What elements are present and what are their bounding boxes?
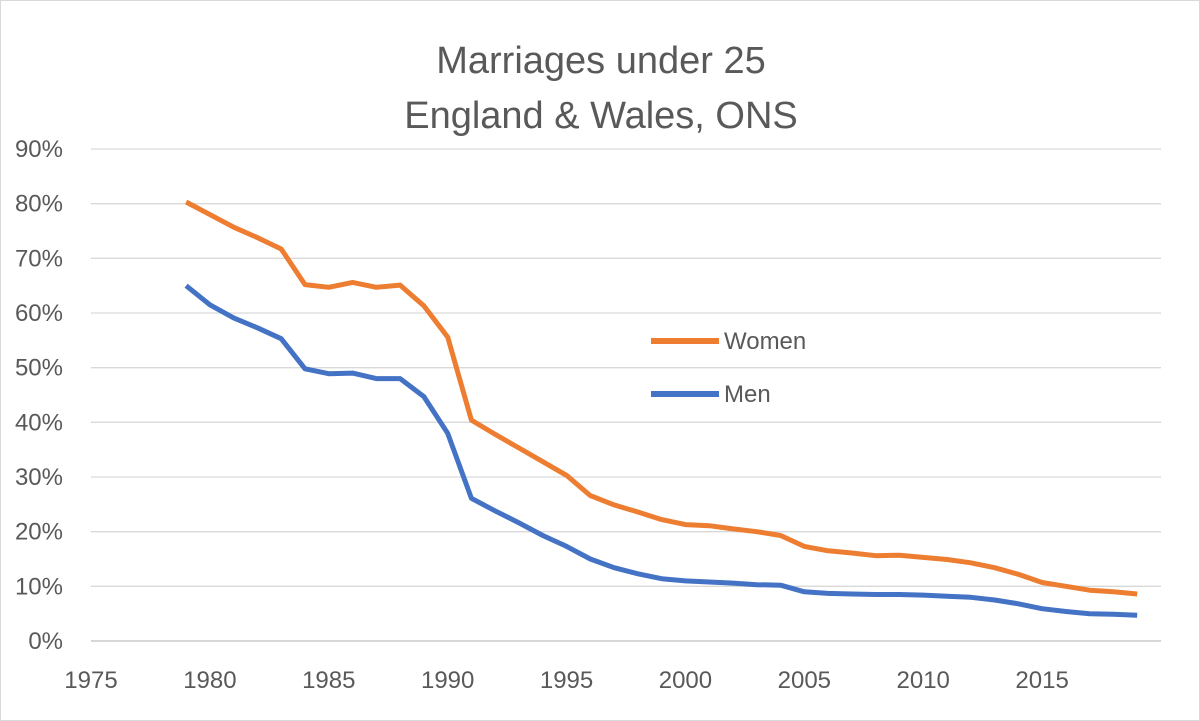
legend-label-women: Women xyxy=(724,328,806,355)
x-tick-label: 2015 xyxy=(1015,667,1068,694)
series-line-men xyxy=(184,283,1138,618)
y-tick-label: 80% xyxy=(15,191,63,218)
chart-title-line-1: Marriages under 25 xyxy=(436,40,766,82)
chart-title-line-2: England & Wales, ONS xyxy=(404,95,798,137)
x-tick-label: 1985 xyxy=(302,667,355,694)
x-tick-label: 1980 xyxy=(183,667,236,694)
series-lines xyxy=(184,199,1138,618)
x-tick-label: 1995 xyxy=(540,667,593,694)
y-tick-label: 50% xyxy=(15,355,63,382)
y-axis-tick-labels: 0% 10% 20% 30% 40% 50% 60% 70% 80% 90% xyxy=(15,136,63,655)
x-tick-label: 2005 xyxy=(778,667,831,694)
x-tick-label: 1975 xyxy=(64,667,117,694)
legend: Women Men xyxy=(651,328,806,408)
legend-label-men: Men xyxy=(724,381,771,408)
y-tick-label: 0% xyxy=(28,628,63,655)
y-tick-label: 70% xyxy=(15,245,63,272)
series-line-women xyxy=(184,199,1138,597)
x-tick-label: 2000 xyxy=(659,667,712,694)
y-tick-label: 20% xyxy=(15,519,63,546)
x-tick-label: 2010 xyxy=(897,667,950,694)
y-tick-label: 10% xyxy=(15,573,63,600)
x-tick-label: 1990 xyxy=(421,667,474,694)
y-tick-label: 60% xyxy=(15,300,63,327)
gridlines xyxy=(91,148,1161,642)
y-tick-label: 30% xyxy=(15,464,63,491)
chart-title: Marriages under 25 England & Wales, ONS xyxy=(404,40,798,137)
y-tick-label: 90% xyxy=(15,136,63,163)
y-tick-label: 40% xyxy=(15,409,63,436)
x-axis-tick-labels: 1975 1980 1985 1990 1995 2000 2005 2010 2015 xyxy=(64,667,1069,694)
